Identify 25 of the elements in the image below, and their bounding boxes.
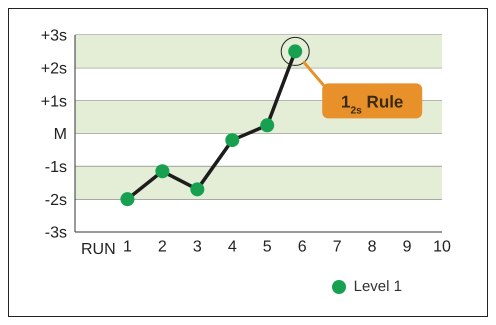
point	[190, 182, 204, 196]
x-tick-label: 8	[368, 238, 377, 256]
x-tick-label: 2	[158, 238, 167, 256]
y-tick-label: -1s	[44, 159, 67, 176]
annotation: 1$_{2s}$ Rule	[341, 92, 404, 116]
y-tick-label: +2s	[40, 60, 67, 78]
point	[225, 133, 240, 148]
x-tick-label: 4	[228, 238, 237, 256]
legend-label: Level 1	[352, 278, 402, 295]
y-tick-label: +1s	[40, 93, 67, 110]
y-tick-label: -2s	[44, 192, 67, 209]
y-tick-label: +3s	[40, 28, 67, 45]
y-tick-label: M	[54, 126, 67, 144]
x-tick-label: 7	[332, 238, 342, 256]
x-axis-title: RUN	[81, 241, 116, 258]
x-tick-label: 5	[262, 238, 272, 256]
x-tick-label: 10	[433, 238, 451, 256]
x-tick-label: 9	[402, 238, 412, 256]
point	[155, 164, 170, 178]
x-tick-label: 3	[192, 238, 202, 256]
y-tick-label: -3s	[44, 224, 67, 242]
x-tick-label: 1	[122, 238, 132, 256]
point	[120, 192, 134, 206]
point	[260, 118, 274, 132]
x-tick-label: 6	[298, 238, 307, 256]
